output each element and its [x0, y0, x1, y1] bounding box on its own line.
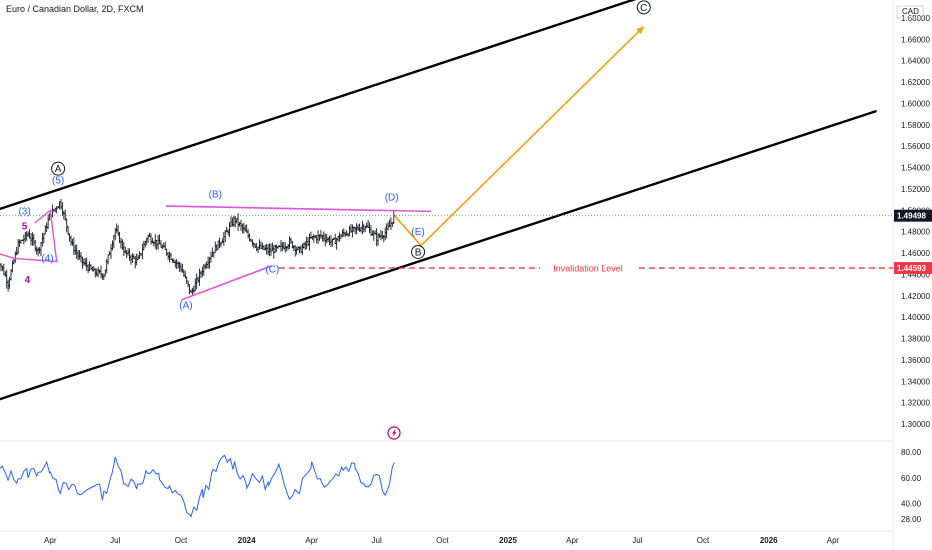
- projection-path-line: [393, 25, 645, 247]
- channel-upper-line: [0, 0, 637, 211]
- time-tick-label: Apr: [44, 536, 57, 545]
- wave-label-circled: C: [640, 3, 647, 14]
- invalidation-price-box: [894, 262, 932, 275]
- price-tick-label: 1.38000: [901, 335, 930, 344]
- last-price-label: 1.49498: [897, 212, 926, 221]
- wave-label-blue: (5): [52, 176, 64, 187]
- wave-label-magenta: 4: [25, 275, 31, 286]
- time-tick-label: Oct: [697, 536, 710, 545]
- price-tick-label: 1.42000: [901, 292, 930, 301]
- triangle-lower-line: [180, 265, 272, 301]
- wave-circle: [636, 0, 651, 15]
- wave-label-circled: B: [415, 247, 422, 258]
- wave-4-wedge: [0, 208, 58, 263]
- wave-label-blue: (4): [41, 254, 53, 265]
- projection-path: [393, 25, 645, 247]
- rsi-line: [0, 454, 395, 518]
- price-tick-label: 1.58000: [901, 121, 930, 130]
- invalidation-label: Invalidation Level: [553, 264, 623, 274]
- time-tick-label: Oct: [175, 536, 188, 545]
- rsi-tick-label: 28.00: [901, 515, 922, 524]
- wave-label-blue: (C): [265, 264, 279, 275]
- wave-label-blue: (D): [385, 193, 399, 204]
- chart-title: Euro / Canadian Dollar, 2D, FXCM: [6, 4, 144, 14]
- time-tick-label: 2025: [499, 536, 517, 545]
- time-tick-label: Oct: [436, 536, 449, 545]
- time-tick-label: Jul: [110, 536, 120, 545]
- price-tick-label: 1.66000: [901, 35, 930, 44]
- triangle-upper-line: [165, 205, 431, 213]
- price-tick-label: 1.62000: [901, 78, 930, 87]
- currency-label: CAD: [902, 7, 919, 16]
- channel-lines: [0, 0, 877, 401]
- wave-circle: [411, 244, 426, 259]
- price-tick-label: 1.44000: [901, 270, 930, 279]
- invalidation-label-bg: [540, 262, 636, 275]
- lightning-bolt-glyph: [392, 429, 397, 437]
- rsi-tick-label: 80.00: [901, 448, 922, 457]
- price-tick-label: 1.60000: [901, 99, 930, 108]
- rsi-panel: [0, 454, 395, 518]
- price-tick-label: 1.32000: [901, 399, 930, 408]
- time-tick-label: Apr: [566, 536, 579, 545]
- time-tick-label: 2024: [238, 536, 256, 545]
- wave-label-circled: A: [55, 164, 62, 175]
- time-tick-label: Apr: [305, 536, 318, 545]
- wave-label-magenta: 5: [22, 222, 28, 233]
- invalidation-price-label: 1.44593: [897, 264, 926, 273]
- price-tick-label: 1.40000: [901, 313, 930, 322]
- rsi-tick-label: 60.00: [901, 474, 922, 483]
- wave-label-blue: (3): [18, 207, 30, 218]
- price-tick-label: 1.52000: [901, 185, 930, 194]
- axes: 1.680001.660001.640001.620001.600001.580…: [44, 5, 932, 545]
- price-tick-label: 1.48000: [901, 228, 930, 237]
- invalidation-line: Invalidation Level: [0, 215, 893, 275]
- channel-lower-line: [0, 109, 877, 401]
- price-tick-label: 1.30000: [901, 420, 930, 429]
- price-tick-label: 1.64000: [901, 57, 930, 66]
- last-price-box: [894, 209, 932, 222]
- wave-label-blue: (A): [179, 301, 192, 312]
- wave-circle: [51, 161, 66, 176]
- projection-arrowhead: [636, 26, 644, 35]
- price-tick-label: 1.54000: [901, 164, 930, 173]
- currency-box: [896, 5, 924, 19]
- triangle-lines: [0, 205, 431, 301]
- price-tick-label: 1.56000: [901, 142, 930, 151]
- price-tick-label: 1.46000: [901, 249, 930, 258]
- wave-label-blue: (E): [411, 227, 424, 238]
- price-tick-label: 1.34000: [901, 377, 930, 386]
- price-tick-label: 1.36000: [901, 356, 930, 365]
- time-tick-label: Apr: [827, 536, 840, 545]
- time-tick-label: Jul: [372, 536, 382, 545]
- rsi-tick-label: 40.00: [901, 500, 922, 509]
- grid-layer: [0, 0, 894, 550]
- time-tick-label: Jul: [632, 536, 642, 545]
- wave-label-blue: (B): [209, 189, 222, 200]
- time-tick-label: 2026: [760, 536, 778, 545]
- price-bars: [0, 198, 396, 296]
- wave-labels: (5) (3) (4) (B) (A) (C) (D) (E) 5 4 A B C: [18, 0, 651, 312]
